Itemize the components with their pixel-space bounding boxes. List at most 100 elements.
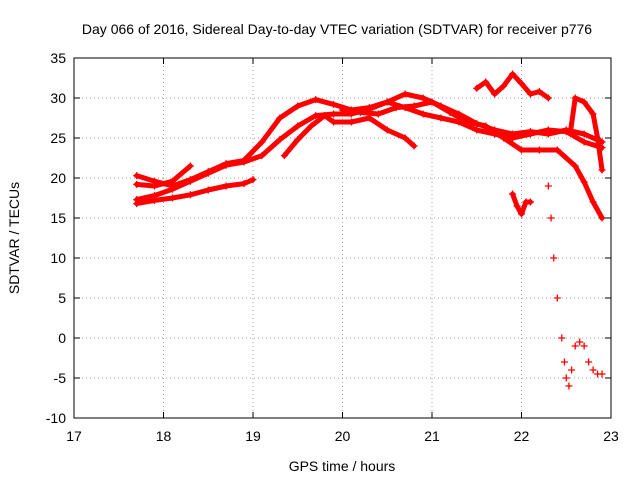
data-point-track-6 — [598, 214, 606, 222]
data-point-track-6 — [428, 98, 436, 106]
data-point-track-2 — [401, 90, 409, 98]
data-point-track-7 — [526, 90, 534, 98]
data-point-track-1 — [455, 118, 463, 126]
y-tick-label: 15 — [50, 210, 66, 226]
data-point-track-2 — [347, 110, 355, 118]
data-point-track-6 — [589, 198, 597, 206]
y-axis-label: SDTVAR / TECUs — [6, 182, 22, 294]
data-point-track-1 — [133, 172, 141, 180]
data-point-track-2 — [330, 110, 338, 118]
x-tick-label: 23 — [603, 428, 619, 444]
data-point-track-2 — [383, 98, 391, 106]
x-tick-label: 18 — [156, 428, 172, 444]
data-point-track-6 — [580, 178, 588, 186]
data-point-track-9 — [598, 370, 606, 378]
data-point-track-2 — [186, 177, 194, 185]
data-point-track-10 — [567, 126, 575, 134]
data-point-track-9 — [580, 342, 588, 350]
data-point-track-1 — [294, 102, 302, 110]
grid — [74, 58, 611, 418]
data-point-track-6 — [339, 106, 346, 114]
data-point-track-2 — [365, 105, 373, 113]
data-point-track-7 — [535, 88, 543, 96]
y-tick-label: 35 — [50, 50, 66, 66]
data-point-track-7 — [544, 94, 552, 102]
axis-ticks: 17 18 19 20 21 22 23 -10 -5 0 5 10 15 20 25 30 35 — [46, 50, 619, 444]
series-curves — [134, 71, 605, 221]
data-point-track-10 — [589, 110, 597, 118]
data-point-track-7 — [509, 70, 517, 78]
data-point-track-5 — [347, 118, 355, 126]
data-point-track-1 — [330, 100, 338, 108]
data-point-track-9 — [553, 294, 561, 302]
x-tick-label: 22 — [514, 428, 530, 444]
data-point-track-7 — [500, 82, 508, 90]
data-point-track-2 — [204, 169, 212, 177]
x-axis-label: GPS time / hours — [289, 458, 396, 474]
data-point-track-9 — [589, 366, 597, 374]
data-point-track-6 — [500, 134, 508, 142]
data-point-track-2 — [240, 158, 248, 166]
data-point-track-3 — [186, 191, 194, 199]
data-point-track-3 — [240, 180, 248, 188]
data-point-track-6 — [553, 146, 561, 154]
series-line-track-5 — [281, 113, 417, 159]
data-point-track-6 — [535, 146, 543, 154]
data-point-track-7 — [482, 78, 490, 86]
data-point-track-9 — [558, 334, 566, 342]
data-point-track-2 — [258, 152, 266, 160]
data-point-track-5 — [280, 152, 288, 160]
data-point-track-4 — [168, 177, 176, 185]
data-point-track-8 — [509, 190, 517, 198]
data-point-track-5 — [307, 122, 315, 130]
data-point-track-3 — [151, 196, 159, 204]
series-line-track-10 — [568, 95, 605, 173]
y-tick-label: 5 — [58, 290, 66, 306]
data-point-track-3 — [204, 186, 212, 194]
data-point-track-7 — [518, 80, 525, 88]
data-point-track-7 — [491, 90, 499, 98]
data-point-track-2 — [437, 102, 445, 110]
y-tick-label: -10 — [46, 410, 66, 426]
series-markers — [133, 70, 606, 390]
data-point-track-9 — [576, 338, 584, 346]
data-point-track-2 — [473, 120, 481, 128]
data-point-track-2 — [598, 138, 606, 146]
data-point-track-5 — [401, 134, 409, 142]
x-tick-label: 20 — [335, 428, 351, 444]
data-point-track-2 — [580, 130, 588, 138]
data-point-track-1 — [580, 138, 588, 146]
data-point-track-2 — [312, 112, 320, 120]
data-point-track-3 — [168, 194, 176, 202]
y-tick-label: 20 — [50, 170, 66, 186]
y-tick-label: 0 — [58, 330, 66, 346]
data-point-track-1 — [419, 110, 427, 118]
y-tick-label: -5 — [54, 370, 67, 386]
data-point-track-2 — [491, 126, 499, 134]
data-point-track-6 — [518, 146, 525, 154]
data-point-track-6 — [446, 108, 454, 116]
data-point-track-8 — [513, 202, 521, 210]
data-point-track-10 — [571, 94, 579, 102]
data-point-track-10 — [580, 98, 588, 106]
data-point-track-1 — [473, 126, 481, 134]
data-point-track-1 — [401, 104, 409, 112]
data-point-track-2 — [419, 94, 427, 102]
data-point-track-3 — [249, 176, 257, 184]
data-point-track-8 — [526, 198, 534, 206]
data-point-track-4 — [186, 162, 194, 170]
data-point-track-1 — [437, 114, 445, 122]
data-point-track-5 — [321, 112, 329, 120]
series-line-track-4 — [134, 163, 193, 189]
data-point-track-4 — [151, 182, 159, 190]
data-point-track-5 — [294, 136, 302, 144]
x-tick-label: 21 — [424, 428, 440, 444]
data-point-track-4 — [133, 180, 141, 188]
data-point-track-6 — [374, 110, 382, 118]
data-point-track-2 — [544, 130, 552, 138]
data-point-track-9 — [585, 358, 593, 366]
data-point-track-5 — [410, 142, 418, 150]
data-point-track-2 — [276, 136, 284, 144]
data-point-track-7 — [473, 84, 481, 92]
